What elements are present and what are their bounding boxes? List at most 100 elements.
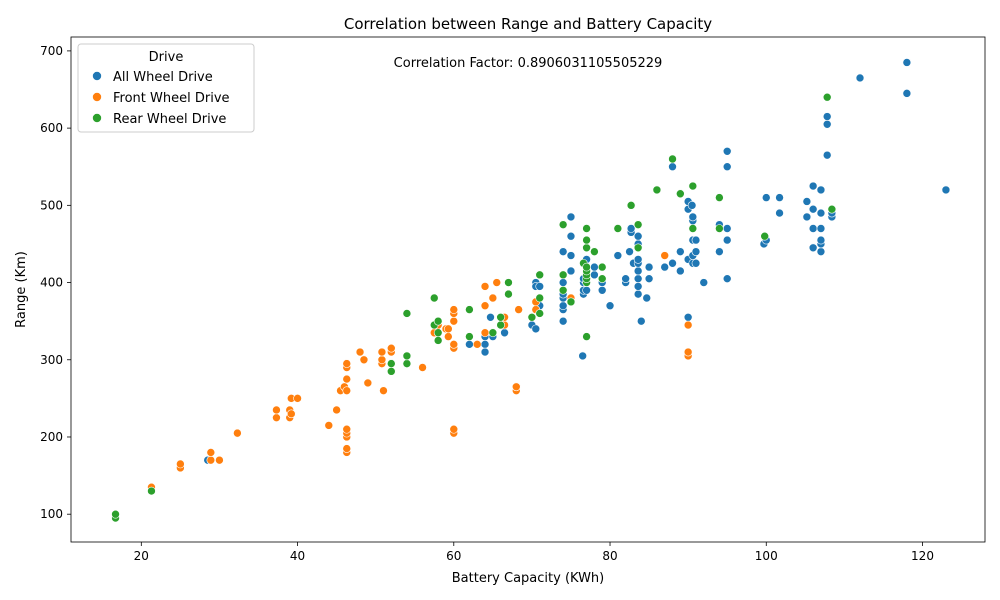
point-rear-wheel-drive-4 — [386, 359, 396, 368]
legend-entries: All Wheel Drive Front Wheel Drive Rear Whe… — [92, 70, 230, 127]
point-all-wheel-drive-103 — [822, 112, 832, 121]
point-rear-wheel-drive-50 — [715, 224, 724, 233]
point-all-wheel-drive-91 — [808, 243, 818, 253]
point-front-wheel-drive-7 — [272, 413, 281, 422]
point-all-wheel-drive-99 — [816, 208, 826, 218]
point-front-wheel-drive-48 — [449, 305, 459, 314]
point-front-wheel-drive-51 — [480, 301, 490, 311]
point-rear-wheel-drive-10 — [433, 336, 443, 345]
point-front-wheel-drive-27 — [355, 347, 365, 357]
point-rear-wheel-drive-47 — [676, 189, 685, 199]
point-all-wheel-drive-53 — [633, 231, 643, 241]
point-all-wheel-drive-98 — [816, 224, 826, 233]
point-all-wheel-drive-109 — [941, 185, 951, 195]
point-rear-wheel-drive-16 — [496, 320, 505, 330]
point-rear-wheel-drive-38 — [590, 247, 599, 256]
point-rear-wheel-drive-40 — [597, 262, 607, 272]
point-all-wheel-drive-75 — [691, 235, 701, 245]
point-all-wheel-drive-46 — [633, 289, 643, 299]
point-rear-wheel-drive-49 — [688, 181, 698, 191]
point-all-wheel-drive-72 — [688, 212, 698, 222]
point-all-wheel-drive-19 — [558, 278, 568, 287]
point-all-wheel-drive-56 — [644, 274, 654, 283]
point-front-wheel-drive-59 — [514, 305, 523, 314]
point-all-wheel-drive-89 — [802, 212, 812, 222]
point-all-wheel-drive-63 — [683, 312, 693, 322]
point-front-wheel-drive-24 — [342, 374, 352, 384]
point-all-wheel-drive-48 — [633, 274, 643, 283]
point-all-wheel-drive-54 — [636, 316, 646, 326]
point-rear-wheel-drive-13 — [465, 332, 474, 341]
point-all-wheel-drive-59 — [668, 258, 677, 268]
point-rear-wheel-drive-7 — [402, 309, 412, 318]
point-all-wheel-drive-81 — [722, 224, 732, 233]
point-all-wheel-drive-14 — [558, 316, 568, 326]
point-front-wheel-drive-8 — [272, 405, 281, 415]
point-all-wheel-drive-93 — [808, 204, 818, 214]
point-all-wheel-drive-82 — [722, 162, 732, 172]
point-all-wheel-drive-101 — [822, 150, 832, 160]
point-rear-wheel-drive-17 — [496, 312, 505, 322]
point-front-wheel-drive-36 — [418, 363, 427, 372]
point-all-wheel-drive-87 — [775, 208, 784, 218]
point-all-wheel-drive-102 — [822, 119, 832, 129]
point-rear-wheel-drive-25 — [558, 270, 568, 280]
point-front-wheel-drive-2 — [176, 459, 185, 469]
point-all-wheel-drive-5 — [486, 312, 495, 322]
point-rear-wheel-drive-19 — [504, 278, 513, 287]
point-rear-wheel-drive-43 — [633, 243, 643, 253]
y-tick-label-0: 100 — [40, 507, 63, 521]
legend-marker-rear-wheel-drive — [92, 113, 102, 123]
point-all-wheel-drive-100 — [816, 185, 826, 195]
y-tick-label-5: 600 — [40, 121, 63, 135]
point-all-wheel-drive-92 — [808, 224, 818, 233]
point-rear-wheel-drive-46 — [668, 154, 677, 164]
point-all-wheel-drive-35 — [590, 262, 599, 272]
chart-title: Correlation between Range and Battery Ca… — [344, 15, 712, 33]
legend: Drive All Wheel Drive Front Wheel Drive Re… — [77, 43, 255, 133]
point-front-wheel-drive-26 — [342, 359, 352, 368]
y-axis-ticks: 100 200 300 400 500 600 700 — [40, 44, 71, 521]
point-all-wheel-drive-61 — [676, 266, 685, 276]
point-all-wheel-drive-79 — [722, 274, 732, 283]
point-rear-wheel-drive-5 — [402, 359, 412, 368]
x-tick-label-3: 80 — [602, 549, 617, 563]
point-all-wheel-drive-51 — [633, 255, 643, 264]
point-rear-wheel-drive-29 — [582, 332, 591, 341]
point-front-wheel-drive-41 — [444, 324, 453, 334]
data-points — [111, 58, 951, 523]
point-all-wheel-drive-58 — [660, 262, 670, 272]
x-tick-label-4: 100 — [755, 549, 778, 563]
point-front-wheel-drive-6 — [233, 428, 242, 438]
point-all-wheel-drive-9 — [531, 324, 541, 334]
point-rear-wheel-drive-9 — [429, 293, 439, 303]
point-all-wheel-drive-41 — [621, 274, 630, 283]
point-all-wheel-drive-16 — [558, 301, 568, 311]
point-rear-wheel-drive-6 — [402, 351, 412, 361]
point-all-wheel-drive-36 — [597, 285, 607, 295]
point-front-wheel-drive-13 — [293, 394, 302, 403]
point-all-wheel-drive-57 — [644, 262, 654, 272]
point-all-wheel-drive-94 — [808, 181, 818, 191]
point-rear-wheel-drive-18 — [504, 289, 513, 299]
x-tick-label-5: 120 — [911, 549, 934, 563]
point-rear-wheel-drive-21 — [535, 309, 545, 318]
point-front-wheel-drive-28 — [359, 355, 369, 365]
point-rear-wheel-drive-24 — [558, 285, 568, 295]
point-all-wheel-drive-83 — [722, 146, 732, 156]
point-front-wheel-drive-43 — [449, 424, 459, 434]
point-front-wheel-drive-29 — [363, 378, 373, 388]
point-rear-wheel-drive-2 — [147, 486, 156, 496]
point-front-wheel-drive-49 — [472, 340, 482, 349]
point-rear-wheel-drive-14 — [465, 305, 474, 314]
point-all-wheel-drive-107 — [902, 89, 912, 98]
point-front-wheel-drive-32 — [377, 347, 387, 357]
point-all-wheel-drive-55 — [642, 293, 652, 303]
point-all-wheel-drive-34 — [590, 270, 599, 280]
point-all-wheel-drive-62 — [676, 247, 685, 256]
x-axis-ticks: 20 40 60 80 100 120 — [134, 542, 934, 563]
point-all-wheel-drive-74 — [691, 247, 701, 256]
legend-marker-all-wheel-drive — [92, 71, 102, 81]
point-rear-wheel-drive-41 — [613, 224, 623, 233]
